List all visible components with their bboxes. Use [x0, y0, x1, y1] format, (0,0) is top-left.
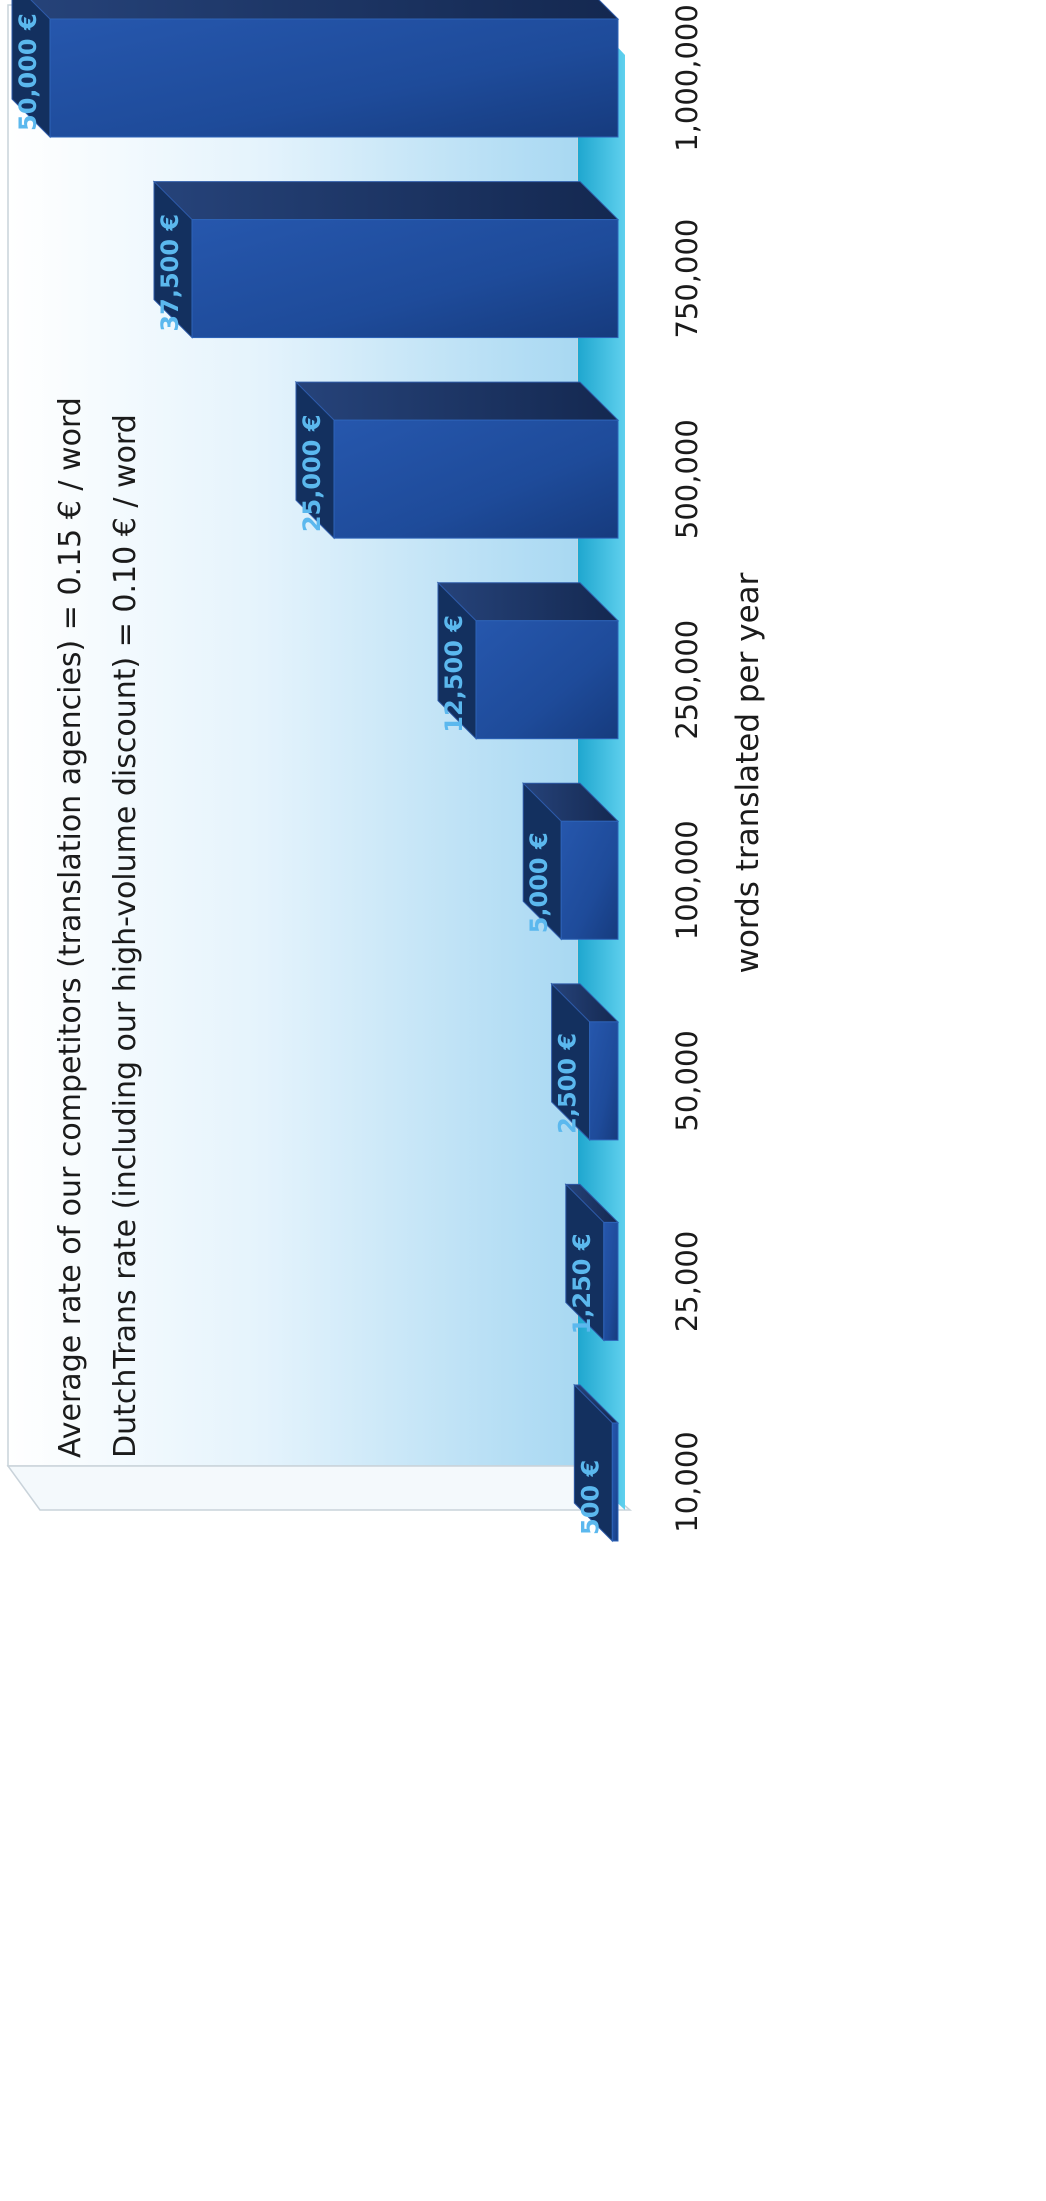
x-tick-labels: 10,000 25,000 50,000 100,000 250,000 500,000 7… [670, 4, 704, 1533]
bar-value-label: 5,000 € [525, 832, 553, 933]
x-tick-label: 1,000,000 [670, 4, 704, 152]
annotation-dutchtrans: DutchTrans rate (including our high-volu… [108, 414, 143, 1458]
bar-value-label: 500 € [576, 1460, 604, 1535]
chart-side-wall [6, 1465, 633, 1511]
bar-value-label: 50,000 € [14, 13, 42, 131]
x-tick-label: 50,000 [670, 1030, 704, 1131]
bar-front-face [333, 419, 619, 539]
bar-front-face [560, 820, 619, 940]
bar-value-label: 2,500 € [554, 1033, 582, 1134]
x-tick-label: 250,000 [670, 620, 704, 740]
x-tick-label: 500,000 [670, 419, 704, 539]
bar-250000: 12,500 € [436, 581, 620, 740]
bar-750000: 37,500 € [152, 180, 620, 339]
bar-value-label: 12,500 € [440, 615, 468, 733]
bar-50000: 2,500 € [550, 982, 620, 1142]
bar-top-face [294, 381, 620, 421]
x-tick-label: 25,000 [670, 1231, 704, 1332]
bar-front-face [603, 1221, 619, 1341]
bar-front-face [49, 18, 619, 138]
bar-100000: 5,000 € [521, 782, 620, 941]
bar-value-label: 1,250 € [568, 1233, 596, 1334]
bar-front-face [589, 1021, 619, 1141]
bar-value-label: 37,500 € [156, 214, 184, 332]
bar-top-face [152, 181, 620, 221]
bar-front-face [611, 1422, 619, 1542]
annotation-competitors: Average rate of our competitors (transla… [53, 397, 88, 1458]
x-tick-label: 100,000 [670, 820, 704, 940]
bar-1000000: 50,000 € [11, 0, 620, 139]
bar-500000: 25,000 € [294, 380, 620, 540]
bar-top-face [30, 0, 620, 20]
bars-group: 500 € 1,250 € 2,500 € 5,000 € 12,500 € 25,000… [11, 0, 620, 1543]
bar-front-face [191, 219, 619, 339]
bar-10000: 500 € [573, 1383, 620, 1543]
bar-value-label: 25,000 € [298, 414, 326, 532]
x-tick-label: 10,000 [670, 1431, 704, 1532]
bar-25000: 1,250 € [564, 1183, 620, 1342]
x-axis-label: words translated per year [730, 572, 766, 973]
x-tick-label: 750,000 [670, 219, 704, 339]
bar-front-face [475, 620, 619, 740]
